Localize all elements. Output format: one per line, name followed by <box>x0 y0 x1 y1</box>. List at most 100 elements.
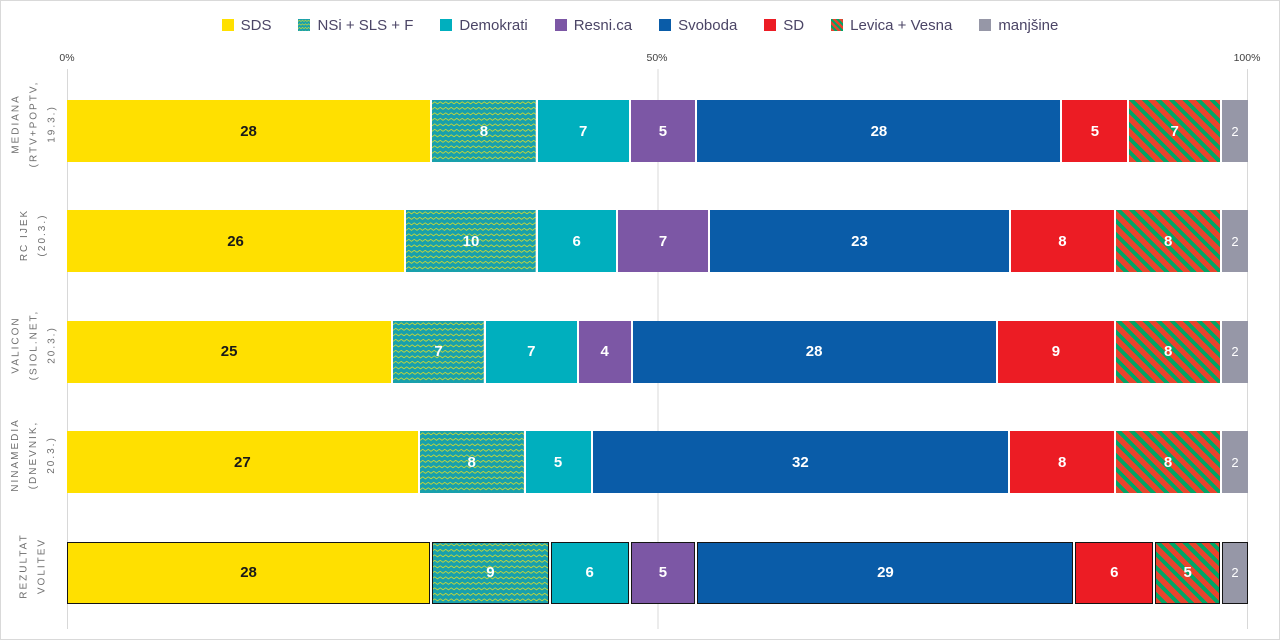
bar-segment-manj-ine: 2 <box>1222 320 1248 383</box>
category-label-mediana-rtv-poptv-19-3: MEDIANA (RTV+POPTV, 19.3.) <box>7 81 61 168</box>
segment-value: 8 <box>1058 232 1067 250</box>
segment-value: 28 <box>870 122 888 140</box>
segment-value: 7 <box>434 343 443 361</box>
segment-value: 28 <box>240 122 257 140</box>
segment-value: 27 <box>234 453 251 471</box>
stacked-bar-valicon-siol-net-20-3: 25 7 7 4 28 9 8 2 <box>67 320 1248 383</box>
bar-row-slot: 27 8 5 32 8 8 2 <box>67 400 1248 510</box>
bar-segment-sd: 8 <box>1010 431 1115 494</box>
segment-value: 26 <box>227 232 244 250</box>
category-label-line: NINAMEDIA <box>10 418 21 493</box>
legend-item-manj-ine: manjšine <box>979 17 1058 34</box>
legend-label: Demokrati <box>459 16 528 34</box>
bar-segment-manj-ine: 2 <box>1222 431 1248 494</box>
bar-segment-resni-ca: 7 <box>617 210 709 273</box>
bar-segment-manj-ine: 2 <box>1222 210 1249 273</box>
segment-value: 7 <box>1170 122 1179 140</box>
legend-item-nsi-sls-f: NSi + SLS + F <box>298 17 413 34</box>
segment-value: 7 <box>527 343 536 361</box>
category-label-line: VALICON <box>10 316 22 374</box>
bar-segment-sds: 28 <box>67 100 431 162</box>
zigzag-pattern <box>419 431 524 494</box>
category-label-line: MEDIANA <box>10 94 21 154</box>
category-label-rc-ijek-20-3: RC IJEK (20.3.) <box>16 208 52 260</box>
zigzag-pattern <box>432 100 536 162</box>
bar-segment-resni-ca: 5 <box>630 541 696 604</box>
bar-segment-sd: 6 <box>1075 541 1154 604</box>
zigzag-pattern <box>393 320 484 383</box>
category-label-valicon-siol-net-20-3: VALICON (SIOL.NET, 20.3.) <box>7 310 61 381</box>
legend-item-svoboda: Svoboda <box>659 17 737 34</box>
bar-segment-sd: 8 <box>1010 210 1115 273</box>
bar-segment-svoboda: 28 <box>632 320 996 383</box>
segment-value: 5 <box>553 453 563 471</box>
legend-swatch-levica-vesna <box>831 19 844 31</box>
segment-value: 5 <box>1183 564 1192 582</box>
segment-value: 6 <box>1110 564 1119 582</box>
legend-label: manjšine <box>998 16 1059 34</box>
bar-segment-resni-ca: 4 <box>578 320 631 383</box>
bar-segment-sds: 25 <box>67 320 392 383</box>
category-axis: MEDIANA (RTV+POPTV, 19.3.) RC IJEK (20.3.) VA… <box>1 69 67 621</box>
zigzag-pattern <box>432 541 549 604</box>
legend-swatch-nsi-sls-f <box>298 19 311 31</box>
segment-value: 8 <box>479 122 489 140</box>
bar-segment-sd: 9 <box>997 320 1115 383</box>
segment-value: 2 <box>1231 233 1239 249</box>
legend-swatch-sd <box>764 19 777 31</box>
segment-value: 4 <box>600 343 609 361</box>
segment-value: 10 <box>462 232 480 250</box>
x-tick-0: 0% <box>59 52 75 64</box>
bar-segment-svoboda: 32 <box>592 431 1009 494</box>
stacked-bar-rc-ijek-20-3: 26 10 6 7 23 8 8 2 <box>67 210 1249 273</box>
stacked-bar-mediana-rtv-poptv-19-3: 28 8 7 5 28 5 7 2 <box>67 100 1248 162</box>
category-label-slot: MEDIANA (RTV+POPTV, 19.3.) <box>1 69 67 179</box>
bar-segment-sds: 27 <box>67 431 418 494</box>
segment-value: 2 <box>1231 454 1239 470</box>
bar-segment-levica-vesna: 5 <box>1155 541 1221 604</box>
category-label-ninamedia-dnevnik-20-3: NINAMEDIA (DNEVNIK, 20.3.) <box>7 419 61 493</box>
bar-segment-sd: 5 <box>1062 100 1128 162</box>
segment-value: 6 <box>572 232 581 250</box>
category-label-rezultat-volitev: REZULTAT VOLITEV <box>16 533 52 598</box>
category-label-line: 19.3.) <box>46 105 57 143</box>
bar-row-slot: 25 7 7 4 28 9 8 2 <box>67 290 1248 400</box>
bar-segment-nsi-sls-f: 10 <box>406 210 536 273</box>
category-label-slot: NINAMEDIA (DNEVNIK, 20.3.) <box>1 400 67 510</box>
bar-row-slot: 28 9 6 5 29 6 5 2 <box>67 511 1248 621</box>
segment-value: 28 <box>805 343 823 361</box>
legend-swatch-manj-ine <box>979 19 992 31</box>
segment-value: 2 <box>1231 123 1239 139</box>
legend-item-levica-vesna: Levica + Vesna <box>831 17 952 34</box>
bar-segment-manj-ine: 2 <box>1222 100 1248 162</box>
bar-segment-resni-ca: 5 <box>630 100 696 162</box>
x-tick-50: 50% <box>646 52 668 64</box>
bar-segment-nsi-sls-f: 9 <box>432 541 549 604</box>
legend-item-sds: SDS <box>221 16 272 34</box>
legend-label: Levica + Vesna <box>850 16 953 34</box>
category-label-line: 20.3.) <box>46 326 58 364</box>
segment-value: 28 <box>240 564 257 582</box>
segment-value: 2 <box>1231 565 1239 581</box>
bar-segment-levica-vesna: 7 <box>1129 100 1221 162</box>
bar-segment-sds: 28 <box>67 541 431 604</box>
bar-segment-sds: 26 <box>67 210 405 273</box>
legend-item-demokrati: Demokrati <box>440 16 528 34</box>
legend-label: SD <box>783 16 805 34</box>
legend-swatch-sds <box>221 19 234 31</box>
bar-segment-levica-vesna: 8 <box>1116 431 1220 494</box>
bar-segment-demokrati: 5 <box>525 431 591 494</box>
segment-value: 7 <box>658 232 668 250</box>
legend: SDS NSi + SLS + F Demokrati Resni.ca Svoboda… <box>1 13 1279 37</box>
segment-value: 5 <box>658 564 668 582</box>
segment-value: 29 <box>877 564 894 582</box>
segment-value: 2 <box>1231 344 1239 360</box>
segment-value: 9 <box>486 564 495 582</box>
category-label-slot: REZULTAT VOLITEV <box>1 511 67 621</box>
bar-segment-nsi-sls-f: 7 <box>393 320 484 383</box>
legend-label: SDS <box>240 16 272 34</box>
zigzag-pattern <box>298 19 311 31</box>
segment-value: 32 <box>792 453 809 471</box>
legend-label: NSi + SLS + F <box>317 16 414 34</box>
